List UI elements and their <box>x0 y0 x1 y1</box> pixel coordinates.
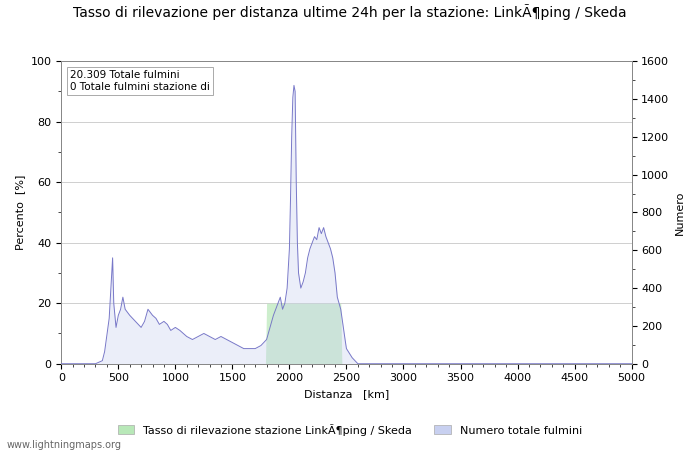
Text: Tasso di rilevazione per distanza ultime 24h per la stazione: LinkÃ¶ping / Skeda: Tasso di rilevazione per distanza ultime… <box>74 4 626 20</box>
Text: 20.309 Totale fulmini
0 Totale fulmini stazione di: 20.309 Totale fulmini 0 Totale fulmini s… <box>70 70 210 92</box>
Legend: Tasso di rilevazione stazione LinkÃ¶ping / Skeda, Numero totale fulmini: Tasso di rilevazione stazione LinkÃ¶ping… <box>113 419 587 440</box>
Text: www.lightningmaps.org: www.lightningmaps.org <box>7 440 122 450</box>
X-axis label: Distanza   [km]: Distanza [km] <box>304 389 389 399</box>
Y-axis label: Percento  [%]: Percento [%] <box>15 175 25 250</box>
Y-axis label: Numero: Numero <box>675 190 685 234</box>
